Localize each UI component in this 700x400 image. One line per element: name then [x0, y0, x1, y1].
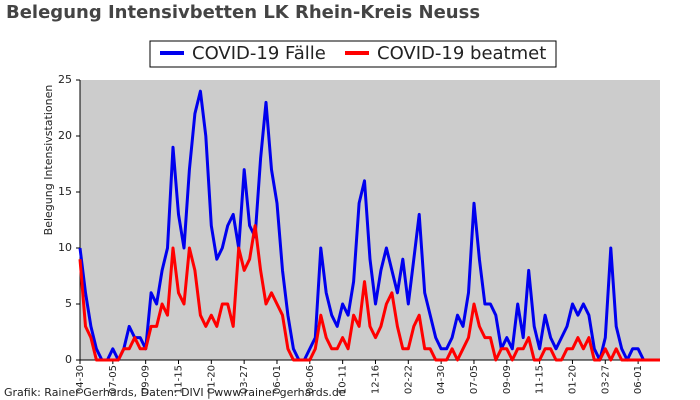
x-tick-label: 11-15 — [535, 365, 546, 394]
x-tick-label: 07-05 — [108, 365, 119, 394]
y-tick-label: 25 — [58, 73, 72, 86]
series-line — [78, 89, 660, 362]
x-tick-label: 04-30 — [436, 365, 447, 394]
plot-area — [80, 80, 660, 360]
x-tick-label: 02-22 — [403, 365, 414, 394]
x-tick-label: 09-09 — [141, 365, 152, 394]
chart-title: Belegung Intensivbetten LK Rhein-Kreis N… — [6, 2, 480, 23]
y-tick-label: 20 — [58, 129, 72, 142]
y-tick-label: 15 — [58, 185, 72, 198]
x-tick-label: 01-20 — [206, 365, 217, 394]
footer: Grafik: Rainer Gerhards, Daten: DIVI | w… — [4, 386, 346, 399]
x-tick-label: 06-01 — [272, 365, 283, 394]
x-tick-label: 01-20 — [567, 365, 578, 394]
x-tick-label: 09-09 — [502, 365, 513, 394]
x-tick-label: 07-05 — [469, 365, 480, 394]
legend-label: COVID-19 beatmet — [377, 43, 546, 64]
x-tick-label: 12-16 — [370, 365, 381, 394]
x-tick-label: 03-27 — [600, 365, 611, 394]
x-tick-label: 04-30 — [75, 365, 86, 394]
x-tick-label: 10-11 — [338, 365, 349, 394]
x-tick-label: 08-06 — [305, 365, 316, 394]
x-tick-label: 06-01 — [633, 365, 644, 394]
y-tick-label: 0 — [65, 353, 72, 366]
y-tick-label: 5 — [65, 297, 72, 310]
y-axis-label: Belegung Intensivstationen — [42, 85, 55, 236]
legend-label: COVID-19 Fälle — [192, 43, 326, 64]
y-tick-label: 10 — [58, 241, 72, 254]
series-line — [78, 224, 660, 362]
x-tick-label: 11-15 — [173, 365, 184, 394]
x-tick-label: 03-27 — [239, 365, 250, 394]
